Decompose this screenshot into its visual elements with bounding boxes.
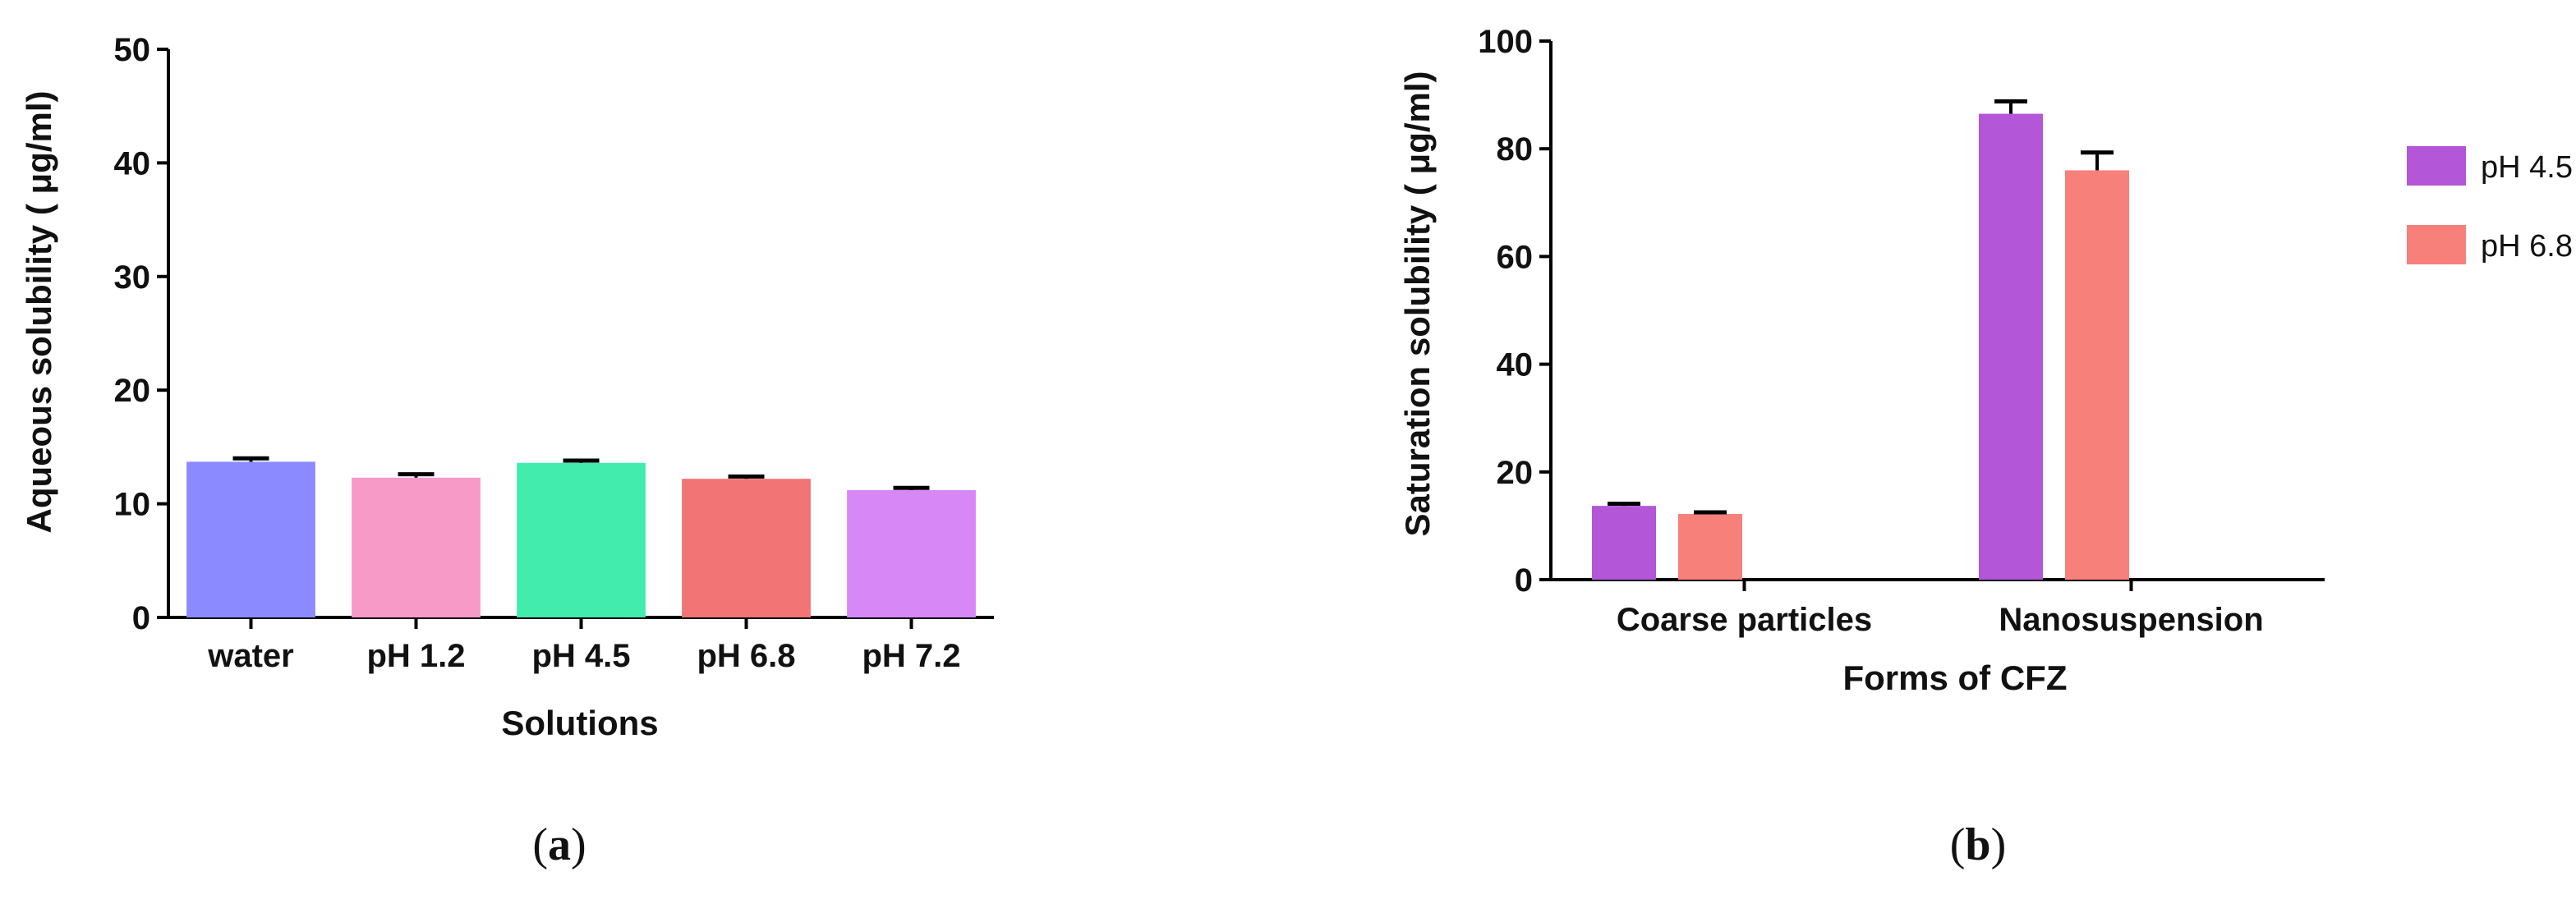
chart-a-category-label: pH 4.5 <box>531 638 630 674</box>
chart-b: Saturation solubility ( μg/ml) Forms of … <box>1398 24 2573 870</box>
chart-b-panel-letter: b <box>1965 819 1990 870</box>
chart-b-bar <box>1979 113 2043 580</box>
chart-a: Aqueous solubility ( μg/ml) Solutions (a… <box>20 32 994 870</box>
chart-b-y-tick-label: 60 <box>1497 239 1534 275</box>
chart-a-y-tick-label: 30 <box>114 259 151 296</box>
chart-a-bar <box>682 479 811 617</box>
chart-b-y-tick-label: 40 <box>1497 347 1534 383</box>
chart-b-y-tick-label: 0 <box>1515 562 1533 599</box>
chart-a-bar <box>352 477 481 617</box>
chart-b-legend-label: pH 4.5 <box>2481 150 2573 185</box>
chart-b-bar <box>1592 506 1656 580</box>
chart-b-category-label: Nanosuspension <box>1999 602 2263 638</box>
chart-a-y-tick-label: 10 <box>114 487 151 523</box>
chart-a-bar <box>847 489 976 617</box>
chart-b-bar <box>1678 513 1742 580</box>
chart-b-legend-swatch <box>2407 225 2466 264</box>
chart-a-category-label: pH 6.8 <box>697 638 795 674</box>
chart-b-x-axis-label: Forms of CFZ <box>1843 658 2068 697</box>
chart-a-y-tick-label: 50 <box>114 32 151 68</box>
chart-a-bar <box>517 462 646 617</box>
chart-b-y-axis-label: Saturation solubility ( μg/ml) <box>1398 71 1437 536</box>
chart-a-panel-label: (a) <box>532 819 586 870</box>
chart-a-y-axis-label: Aqueous solubility ( μg/ml) <box>20 90 58 533</box>
chart-a-category-label: pH 7.2 <box>862 638 960 674</box>
chart-b-category-label: Coarse particles <box>1617 602 1872 638</box>
chart-b-y-tick-label: 80 <box>1497 131 1534 167</box>
chart-a-category-label: water <box>207 638 294 674</box>
chart-a-x-axis-label: Solutions <box>501 704 658 742</box>
chart-a-y-tick-label: 20 <box>114 373 151 409</box>
chart-a-y-tick-label: 40 <box>114 145 151 181</box>
chart-a-y-tick-label: 0 <box>132 600 150 636</box>
chart-a-category-label: pH 1.2 <box>366 638 465 674</box>
chart-b-y-tick-label: 100 <box>1478 24 1533 60</box>
chart-b-panel-label: (b) <box>1950 819 2006 870</box>
chart-b-y-tick-label: 20 <box>1497 455 1534 491</box>
chart-a-panel-letter: a <box>548 819 571 870</box>
chart-b-bar <box>2065 170 2129 580</box>
chart-b-legend-swatch <box>2407 146 2466 186</box>
chart-a-bar <box>186 461 315 617</box>
chart-b-legend-label: pH 6.8 <box>2481 229 2573 264</box>
